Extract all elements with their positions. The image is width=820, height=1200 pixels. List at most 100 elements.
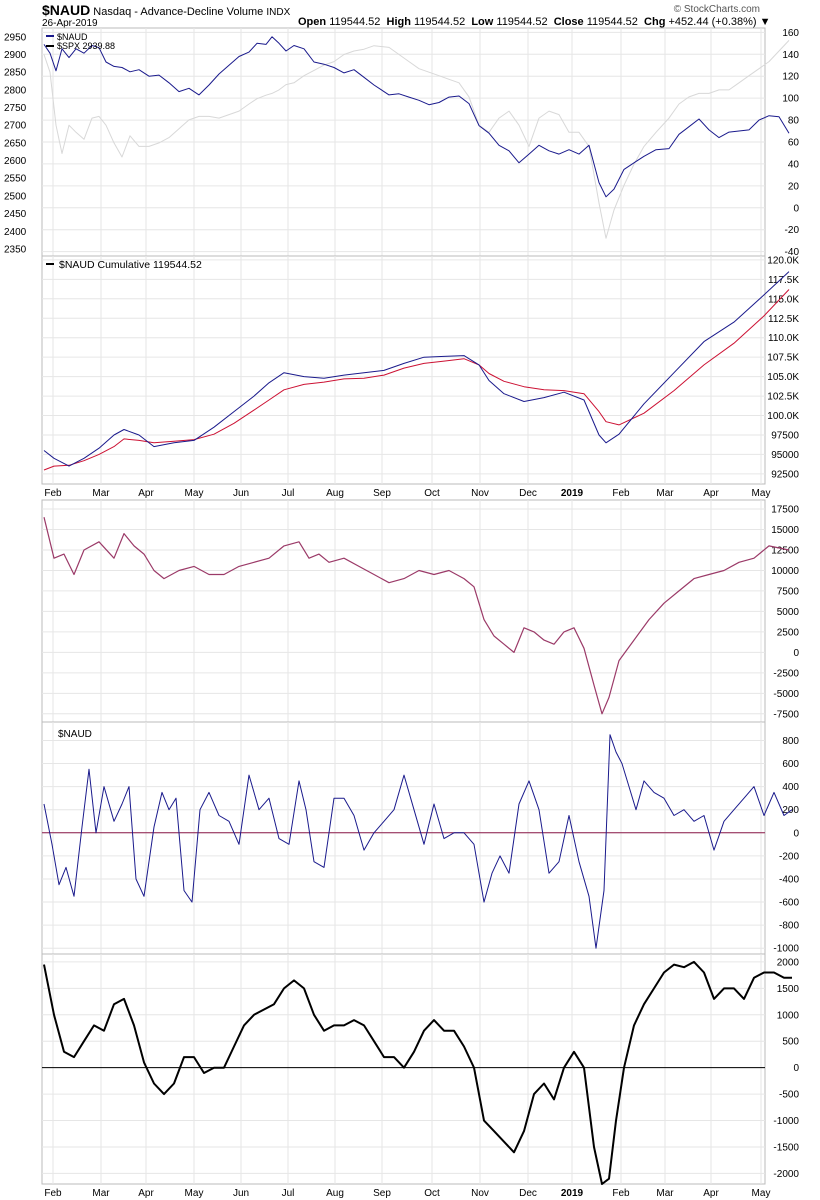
panel-5-right-tick: 1000 (777, 1010, 800, 1021)
x-axis-label: Feb (44, 1188, 62, 1199)
panel-3-right-tick: 17500 (771, 505, 799, 516)
panel-1-left-tick: 2650 (4, 138, 27, 149)
panel-1-right-tick: -20 (785, 225, 800, 236)
panel-1-right-tick: 40 (788, 159, 800, 170)
x-axis-label: Oct (424, 488, 440, 499)
panel-1-left-tick: 2500 (4, 191, 27, 202)
x-axis-label: Feb (612, 488, 630, 499)
chg-value: +452.44 (+0.38%) (668, 16, 757, 28)
panel-4-right-tick: 0 (793, 828, 799, 839)
x-axis-label: Dec (519, 488, 537, 499)
x-axis-label: 2019 (561, 1188, 584, 1199)
panel-3-right-tick: 12500 (771, 545, 799, 556)
x-axis-label: Feb (44, 488, 62, 499)
panel-2-right-tick: 97500 (771, 430, 799, 441)
panel-1-left-tick: 2450 (4, 209, 27, 220)
panel-2-right-tick: 102.5K (767, 392, 799, 403)
cumulative-series-line (43, 271, 790, 467)
panel-1-right-tick: 20 (788, 181, 800, 192)
date-label: 26-Apr-2019 (42, 18, 98, 29)
panel-1-right-tick: 0 (793, 203, 799, 214)
naud-daily-line (43, 734, 793, 949)
x-axis-label: Nov (471, 1188, 489, 1199)
x-axis-label: Mar (656, 1188, 674, 1199)
x-axis-label: Mar (656, 488, 674, 499)
panel-1-left-tick: 2750 (4, 103, 27, 114)
panel-2-border (41, 255, 766, 485)
legend-cumulative-label: $NAUD Cumulative 119544.52 (59, 259, 202, 271)
legend-spx-label: $SPX 2939.88 (57, 41, 115, 51)
panel-1-left-tick: 2700 (4, 121, 27, 132)
open-value: 119544.52 (329, 16, 381, 28)
panel-1-left-tick: 2900 (4, 50, 27, 61)
smoothed-oscillator-line (43, 960, 792, 1185)
panel-3-right-tick: -7500 (773, 709, 799, 720)
panel-4-right-tick: -200 (779, 851, 799, 862)
x-axis-label: Jun (233, 488, 249, 499)
open-label: Open (298, 16, 327, 28)
panel-4-right-tick: 400 (782, 782, 799, 793)
panel-2-right-tick: 117.5K (768, 275, 799, 286)
x-axis-label: Mar (92, 1188, 110, 1199)
panel-1-right-tick: 60 (788, 138, 800, 149)
panel-5-right-tick: -1000 (773, 1116, 799, 1127)
panel-2-right-tick: 92500 (771, 469, 799, 480)
panel-1-left-tick: 2950 (4, 32, 27, 43)
x-axis-label: 2019 (561, 488, 584, 499)
panel-1-right-tick: 160 (782, 28, 799, 39)
high-value: 119544.52 (414, 16, 466, 28)
panel-3-right-tick: 5000 (777, 607, 800, 618)
panel-4-right-tick: -800 (779, 921, 799, 932)
x-axis-label: May (185, 488, 204, 499)
panel-4-right-tick: -1000 (773, 944, 799, 955)
panel-2-right-tick: 115.0K (768, 294, 799, 305)
panel-3-right-tick: -5000 (773, 689, 799, 700)
x-axis-label: Aug (326, 1188, 344, 1199)
panel-3-right-tick: 2500 (777, 627, 800, 638)
high-label: High (386, 16, 411, 28)
panel-5-border (41, 953, 766, 1185)
legend-naud-label: $NAUD (57, 32, 88, 42)
panel-1-right-tick: 100 (782, 94, 799, 105)
x-axis-label: Aug (326, 488, 344, 499)
panel-2-right-tick: 105.0K (767, 372, 799, 383)
panel-5-right-tick: 1500 (777, 984, 800, 995)
panel-3-right-tick: 10000 (771, 566, 799, 577)
x-axis-label: Sep (373, 488, 391, 499)
exchange-label: INDX (266, 7, 291, 18)
x-axis-label: Nov (471, 488, 489, 499)
panel-2-right-tick: 112.5K (768, 314, 799, 325)
x-axis-label: Apr (138, 1188, 154, 1199)
panel-2-right-tick: 107.5K (767, 353, 799, 364)
panel-2-right-tick: 100.0K (767, 411, 799, 422)
panel-4-right-tick: 600 (782, 759, 799, 770)
panel-4-border (41, 721, 766, 955)
oscillator-line (43, 517, 790, 715)
chart-header: $NAUD Nasdaq - Advance-Decline Volume IN… (42, 2, 290, 18)
x-axis-label: May (752, 488, 771, 499)
panel-1-left-tick: 2850 (4, 68, 27, 79)
x-axis-label: Jul (282, 1188, 295, 1199)
panel-2-right-tick: 95000 (771, 450, 799, 461)
panel-3-right-tick: 0 (793, 648, 799, 659)
legend-naud-daily-label: $NAUD (58, 729, 92, 740)
x-axis-label: Apr (138, 488, 154, 499)
low-label: Low (471, 16, 494, 28)
brand-logo[interactable]: © StockCharts.com (673, 4, 760, 15)
panel-1-left-tick: 2550 (4, 174, 27, 185)
panel-4-right-tick: -400 (779, 874, 799, 885)
panel-1-left-tick: 2600 (4, 156, 27, 167)
x-axis-label: Jul (282, 488, 295, 499)
panel-1-left-tick: 2400 (4, 227, 27, 238)
moving-average-line (43, 289, 790, 471)
panel-2-right-tick: 120.0K (767, 255, 799, 266)
panel-1-right-tick: 80 (788, 116, 800, 127)
panel-3-right-tick: -2500 (773, 668, 799, 679)
close-label: Close (553, 16, 584, 28)
chg-down-arrow-icon: ▼ (759, 16, 771, 28)
x-axis-label: Oct (424, 1188, 440, 1199)
panel-5-right-tick: -500 (779, 1090, 799, 1101)
chg-label: Chg (644, 16, 666, 28)
symbol-label: $NAUD (42, 2, 91, 18)
